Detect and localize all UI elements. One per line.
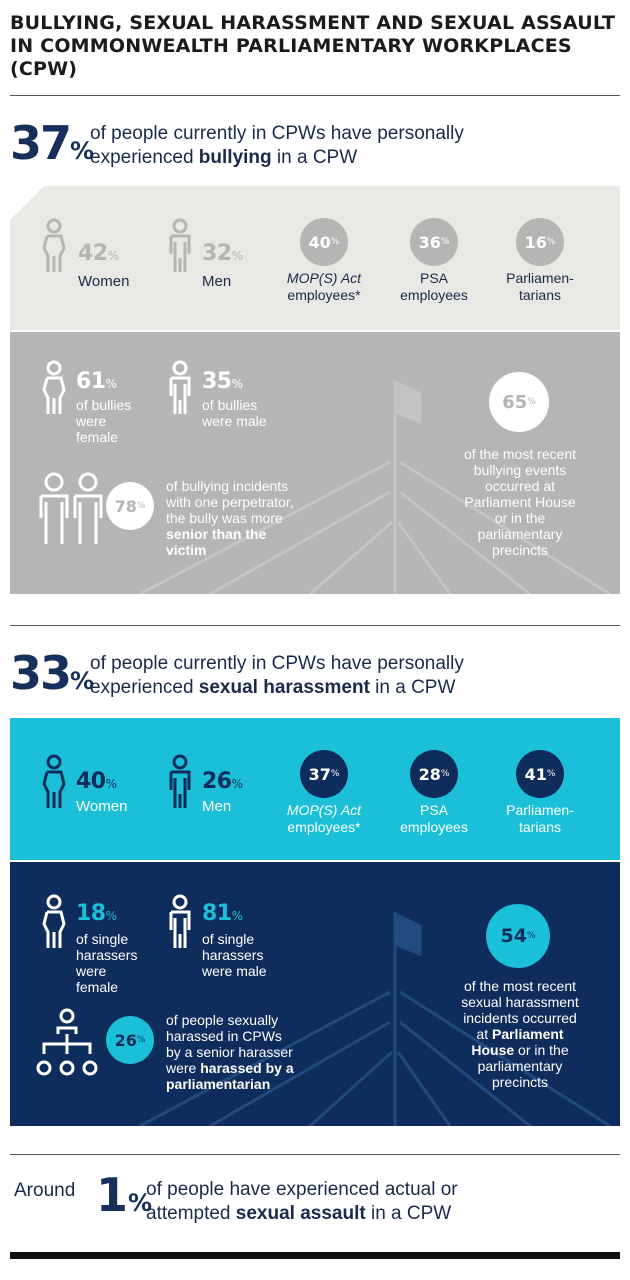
harassment-headline: 33% of people currently in CPWs have per… (10, 648, 620, 708)
harassment-women-stat: 40% (76, 769, 117, 794)
bullying-men-stat: 32% (202, 241, 243, 266)
bullying-psa-label: PSA employees (400, 270, 468, 303)
man-icon (162, 754, 198, 810)
senior-harasser-text: of people sexually harassed in CPWs by a s… (166, 1012, 294, 1092)
bullying-women-stat: 42% (78, 241, 119, 266)
bullying-headline: 37% of people currently in CPWs have per… (10, 118, 620, 178)
harassment-psa-circle: 28% (410, 750, 458, 798)
female-bullies-stat: 61% (76, 369, 117, 394)
hierarchy-icon (34, 1008, 100, 1080)
male-harassers-stat: 81% (202, 901, 243, 926)
senior-bully-circle: 78% (106, 482, 154, 530)
harassment-men-label: Men (202, 798, 232, 815)
harassment-women-label: Women (76, 798, 128, 815)
divider (10, 625, 620, 626)
man-icon (162, 894, 198, 950)
bullying-headline-stat: 37% (10, 116, 95, 170)
male-harassers-label: of single harassers were male (202, 931, 267, 979)
female-harassers-stat: 18% (76, 901, 117, 926)
bullying-location-text: of the most recent bullying events occurre… (463, 446, 577, 558)
male-bullies-stat: 35% (202, 369, 243, 394)
woman-icon (36, 360, 72, 416)
footer-bar (10, 1252, 620, 1259)
bullying-men-label: Men (202, 273, 232, 290)
harassment-mop-label: MOP(S) Act employees* (286, 802, 362, 835)
female-harassers-label: of single harassers were female (76, 931, 138, 995)
bullying-location-circle: 65% (489, 372, 549, 432)
harassment-men-stat: 26% (202, 769, 243, 794)
parliament-house-flagpole-icon (139, 379, 611, 594)
harassment-mop-circle: 37% (300, 750, 348, 798)
man-icon (162, 218, 198, 274)
page-title: BULLYING, SEXUAL HARASSMENT AND SEXUAL A… (10, 12, 616, 80)
woman-icon (36, 894, 72, 950)
harassment-parl-circle: 41% (516, 750, 564, 798)
harassment-location-circle: 54% (486, 904, 550, 968)
bullying-parl-circle: 16% (516, 218, 564, 266)
senior-harasser-circle: 26% (106, 1016, 154, 1064)
assault-text: of people have experienced actual or att… (146, 1179, 458, 1224)
bullying-psa-circle: 36% (410, 218, 458, 266)
woman-icon (36, 754, 72, 810)
divider (10, 1154, 620, 1155)
two-people-icon (36, 472, 106, 546)
bullying-mop-label: MOP(S) Act employees* (286, 270, 362, 303)
woman-icon (36, 218, 72, 274)
man-icon (162, 360, 198, 416)
harassment-location-text: of the most recent sexual harassment incid… (461, 978, 579, 1090)
bullying-headline-text: of people currently in CPWs have persona… (90, 123, 464, 168)
male-bullies-label: of bullies were male (202, 397, 267, 429)
assault-stat: 1% (96, 1168, 153, 1222)
harassment-headline-stat: 33% (10, 646, 95, 700)
parliament-house-flagpole-icon (139, 911, 611, 1126)
harassment-psa-label: PSA employees (400, 802, 468, 835)
bullying-mop-circle: 40% (300, 218, 348, 266)
senior-bully-text: of bullying incidents with one perpetrato… (166, 478, 294, 558)
bullying-parl-label: Parliamen-tarians (506, 270, 574, 303)
harassment-parl-label: Parliamen-tarians (506, 802, 574, 835)
harassment-headline-text: of people currently in CPWs have persona… (90, 653, 464, 698)
assault-prefix: Around (14, 1180, 76, 1201)
female-bullies-label: of bullies were female (76, 397, 132, 445)
bullying-women-label: Women (78, 273, 130, 290)
divider (10, 95, 620, 96)
